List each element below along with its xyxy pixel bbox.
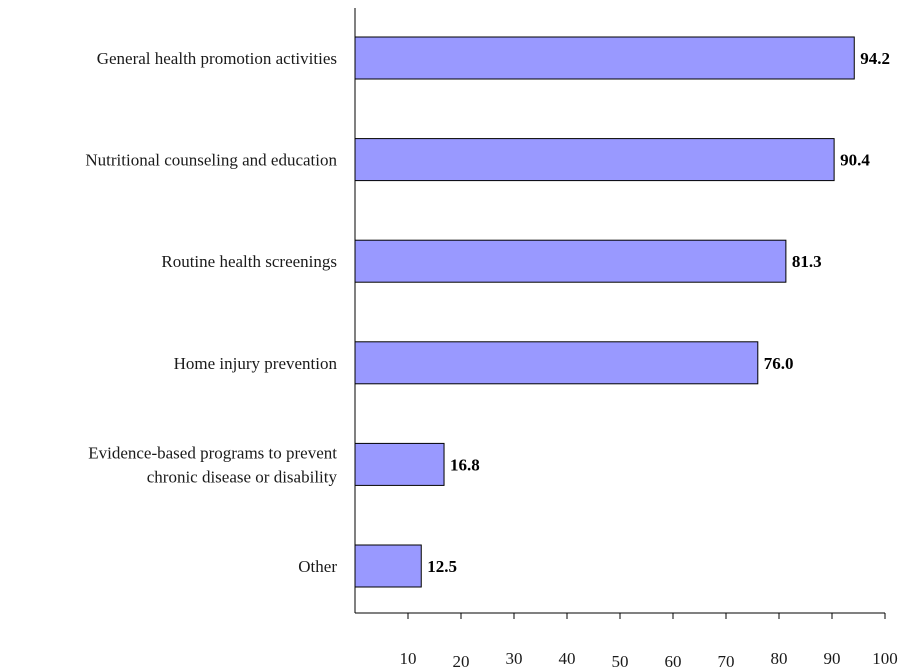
category-label: Nutritional counseling and education <box>85 151 337 170</box>
bar <box>354 239 787 283</box>
x-tick-label: 20 <box>453 652 470 670</box>
bar <box>354 138 835 182</box>
data-label: 90.4 <box>840 151 870 170</box>
category-label: General health promotion activities <box>97 49 337 68</box>
x-tick-label: 90 <box>824 649 841 668</box>
x-tick-label: 70 <box>718 652 735 670</box>
x-tick-label: 40 <box>559 649 576 668</box>
category-label: chronic disease or disability <box>147 467 338 486</box>
x-tick-label: 60 <box>665 652 682 670</box>
x-tick-label: 30 <box>506 649 523 668</box>
bar <box>354 36 855 80</box>
x-tick-label: 10 <box>400 649 417 668</box>
category-label: Evidence-based programs to prevent <box>88 443 337 462</box>
x-tick-label: 100 <box>872 649 898 668</box>
data-label: 76.0 <box>764 354 794 373</box>
category-label: Routine health screenings <box>161 252 337 271</box>
data-label: 16.8 <box>450 455 480 474</box>
category-label: Home injury prevention <box>174 354 338 373</box>
axes: 10 20 30 40 50 60 70 80 90 100 <box>354 8 898 670</box>
bar <box>354 544 422 588</box>
data-label: 12.5 <box>427 557 457 576</box>
bar <box>354 442 445 486</box>
bars-layer <box>354 36 855 588</box>
data-label: 81.3 <box>792 252 822 271</box>
x-tick-label: 50 <box>612 652 629 670</box>
bar <box>354 341 759 385</box>
x-tick-label: 80 <box>771 649 788 668</box>
data-label: 94.2 <box>860 49 890 68</box>
category-label: Other <box>298 557 337 576</box>
labels-layer: 94.2 General health promotion activities 9… <box>85 49 890 576</box>
